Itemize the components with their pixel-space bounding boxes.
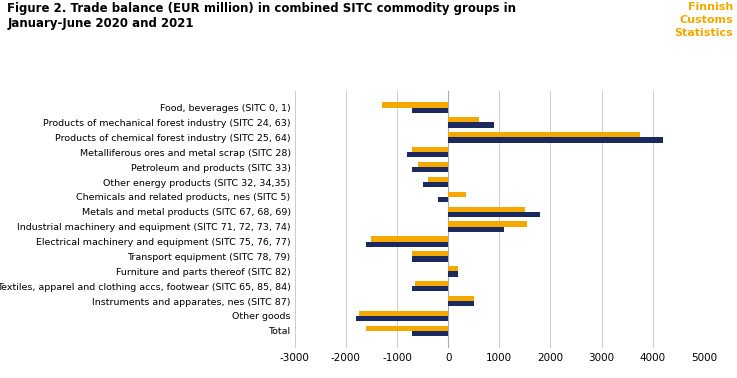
- Bar: [448, 192, 466, 197]
- Bar: [448, 296, 474, 301]
- Bar: [448, 117, 479, 122]
- Bar: [448, 301, 474, 306]
- Bar: [413, 331, 448, 336]
- Bar: [448, 266, 458, 271]
- Bar: [448, 212, 540, 217]
- Bar: [448, 137, 663, 143]
- Bar: [448, 132, 640, 137]
- Bar: [438, 197, 448, 202]
- Bar: [413, 286, 448, 291]
- Bar: [415, 281, 448, 286]
- Bar: [413, 147, 448, 152]
- Text: Figure 2. Trade balance (EUR million) in combined SITC commodity groups in: Figure 2. Trade balance (EUR million) in…: [7, 2, 517, 15]
- Bar: [448, 207, 525, 212]
- Bar: [366, 326, 448, 331]
- Bar: [413, 108, 448, 113]
- Bar: [413, 251, 448, 256]
- Bar: [366, 242, 448, 247]
- Bar: [448, 122, 495, 128]
- Bar: [371, 236, 448, 242]
- Bar: [448, 222, 528, 227]
- Bar: [448, 271, 458, 277]
- Bar: [413, 256, 448, 262]
- Bar: [356, 316, 448, 321]
- Bar: [359, 311, 448, 316]
- Bar: [382, 102, 448, 108]
- Bar: [448, 227, 504, 232]
- Text: January-June 2020 and 2021: January-June 2020 and 2021: [7, 17, 194, 30]
- Bar: [427, 177, 448, 182]
- Bar: [417, 162, 448, 167]
- Text: Finnish
Customs
Statistics: Finnish Customs Statistics: [674, 2, 733, 38]
- Bar: [413, 167, 448, 172]
- Bar: [408, 152, 448, 158]
- Bar: [422, 182, 448, 187]
